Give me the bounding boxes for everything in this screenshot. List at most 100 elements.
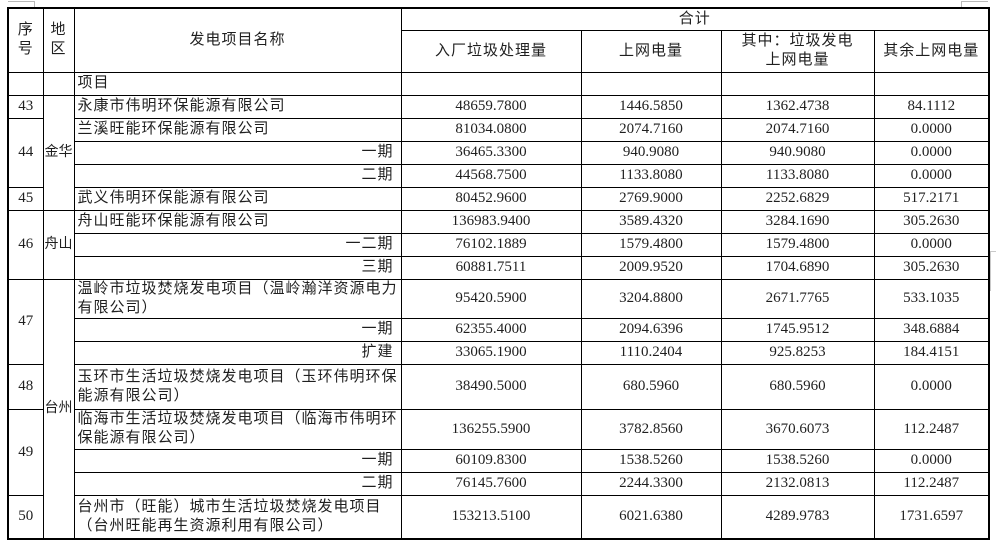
value-cell bbox=[720, 71, 875, 96]
col-header-other-grid: 其余上网电量 bbox=[873, 29, 990, 73]
waste-power-table-container: 序号 地区 发电项目名称 合计 入厂垃圾处理量 上网电量 其中：垃圾发电 上网电… bbox=[7, 7, 991, 540]
value-cell: 1538.5260 bbox=[580, 448, 722, 473]
table-row-46-phase12: 一二期 76102.1889 1579.4800 1579.4800 0.000… bbox=[8, 232, 990, 257]
value-cell: 76102.1889 bbox=[400, 232, 582, 257]
value-cell: 1745.9512 bbox=[720, 317, 875, 342]
table-row-46: 46 舟山 舟山旺能环保能源有限公司 136983.9400 3589.4320… bbox=[7, 209, 990, 280]
value-cell: 136983.9400 bbox=[400, 209, 582, 234]
value-cell: 1133.8080 bbox=[580, 163, 722, 188]
margin-mark-top-left-h bbox=[8, 1, 35, 2]
col-header-total: 合计 bbox=[400, 7, 990, 31]
table-row-49: 49 临海市生活垃圾焚烧发电项目（临海市伟明环保能源有限公司） 136255.5… bbox=[7, 408, 990, 496]
project-name-cell: 温岭市垃圾焚烧发电项目（温岭瀚洋资源电力有限公司） bbox=[73, 278, 402, 319]
table-row-45: 45 武义伟明环保能源有限公司 80452.9600 2769.9000 225… bbox=[7, 186, 990, 211]
table-row-49-phase1: 一期 60109.8300 1538.5260 1538.5260 0.0000 bbox=[8, 448, 990, 473]
project-phase-cell: 一二期 bbox=[73, 232, 402, 257]
value-cell: 3204.8800 bbox=[580, 278, 722, 319]
header-row-1: 序号 地区 发电项目名称 合计 bbox=[7, 7, 990, 73]
value-cell: 2769.9000 bbox=[580, 186, 722, 211]
value-cell: 36465.3300 bbox=[400, 140, 582, 165]
value-cell: 2074.7160 bbox=[720, 117, 875, 142]
value-cell: 2252.6829 bbox=[720, 186, 875, 211]
serial-cell bbox=[7, 71, 44, 96]
value-cell: 305.2630 bbox=[873, 255, 990, 280]
value-cell: 0.0000 bbox=[873, 117, 990, 142]
table-row-46-phase3: 三期 60881.7511 2009.9520 1704.6890 305.26… bbox=[8, 255, 990, 280]
value-cell: 680.5960 bbox=[720, 363, 875, 410]
table-row-50: 50 台州市（旺能）城市生活垃圾焚烧发电项目（台州旺能再生资源利用有限公司） 1… bbox=[7, 494, 990, 540]
col-header-serial: 序号 bbox=[7, 7, 44, 73]
value-cell: 1579.4800 bbox=[580, 232, 722, 257]
project-name-cell: 永康市伟明环保能源有限公司 bbox=[73, 94, 402, 119]
value-cell: 44568.7500 bbox=[400, 163, 582, 188]
value-cell: 184.4151 bbox=[873, 340, 990, 365]
value-cell: 3670.6073 bbox=[720, 408, 875, 450]
region-cell-zhoushan: 舟山 bbox=[42, 209, 75, 280]
col-header-waste-grid-power: 其中：垃圾发电 上网电量 bbox=[720, 29, 875, 73]
region-cell bbox=[42, 71, 75, 96]
project-phase-cell: 三期 bbox=[73, 255, 402, 280]
value-cell: 112.2487 bbox=[873, 471, 990, 496]
value-cell: 2009.9520 bbox=[580, 255, 722, 280]
value-cell bbox=[580, 71, 722, 96]
serial-cell: 48 bbox=[7, 363, 44, 410]
waste-power-generation-table: 序号 地区 发电项目名称 合计 入厂垃圾处理量 上网电量 其中：垃圾发电 上网电… bbox=[7, 7, 991, 540]
value-cell: 0.0000 bbox=[873, 140, 990, 165]
value-cell: 1362.4738 bbox=[720, 94, 875, 119]
project-name-cell: 兰溪旺能环保能源有限公司 bbox=[73, 117, 402, 142]
margin-mark-right-bracket-v bbox=[990, 251, 991, 291]
project-name-cell: 台州市（旺能）城市生活垃圾焚烧发电项目（台州旺能再生资源利用有限公司） bbox=[73, 494, 402, 540]
value-cell: 1133.8080 bbox=[720, 163, 875, 188]
value-cell: 60109.8300 bbox=[400, 448, 582, 473]
value-cell: 1110.2404 bbox=[580, 340, 722, 365]
value-cell: 1704.6890 bbox=[720, 255, 875, 280]
value-cell: 0.0000 bbox=[873, 232, 990, 257]
value-cell: 153213.5100 bbox=[400, 494, 582, 540]
value-cell: 2094.6396 bbox=[580, 317, 722, 342]
value-cell: 0.0000 bbox=[873, 163, 990, 188]
col-header-grid-power: 上网电量 bbox=[580, 29, 722, 73]
value-cell: 60881.7511 bbox=[400, 255, 582, 280]
value-cell: 76145.7600 bbox=[400, 471, 582, 496]
serial-cell: 46 bbox=[7, 209, 44, 280]
value-cell: 0.0000 bbox=[873, 363, 990, 410]
value-cell: 925.8253 bbox=[720, 340, 875, 365]
table-row-43: 43 金华 永康市伟明环保能源有限公司 48659.7800 1446.5850… bbox=[7, 94, 990, 211]
serial-cell: 45 bbox=[7, 186, 44, 211]
value-cell bbox=[873, 71, 990, 96]
project-name-cell: 玉环市生活垃圾焚烧发电项目（玉环伟明环保能源有限公司） bbox=[73, 363, 402, 410]
value-cell: 1731.6597 bbox=[873, 494, 990, 540]
value-cell: 33065.1900 bbox=[400, 340, 582, 365]
table-row-47-expansion: 扩建 33065.1900 1110.2404 925.8253 184.415… bbox=[8, 340, 990, 365]
project-name-cell: 临海市生活垃圾焚烧发电项目（临海市伟明环保能源有限公司） bbox=[73, 408, 402, 450]
value-cell: 81034.0800 bbox=[400, 117, 582, 142]
value-cell: 80452.9600 bbox=[400, 186, 582, 211]
table-row-44-phase1: 一期 36465.3300 940.9080 940.9080 0.0000 bbox=[8, 140, 990, 165]
project-name-cell: 项目 bbox=[73, 71, 402, 96]
col-header-waste-grid-line1: 其中：垃圾发电 bbox=[741, 33, 854, 49]
value-cell: 940.9080 bbox=[580, 140, 722, 165]
table-row-44: 44 兰溪旺能环保能源有限公司 81034.0800 2074.7160 207… bbox=[7, 117, 990, 188]
value-cell: 48659.7800 bbox=[400, 94, 582, 119]
serial-cell: 44 bbox=[7, 117, 44, 188]
project-name-cell: 武义伟明环保能源有限公司 bbox=[73, 186, 402, 211]
value-cell: 62355.4000 bbox=[400, 317, 582, 342]
margin-mark-top-right-h bbox=[961, 1, 988, 2]
project-phase-cell: 一期 bbox=[73, 317, 402, 342]
margin-mark-right-bracket-t bbox=[990, 251, 996, 252]
table-row-44-phase2: 二期 44568.7500 1133.8080 1133.8080 0.0000 bbox=[8, 163, 990, 188]
col-header-region: 地区 bbox=[42, 7, 75, 73]
value-cell: 1538.5260 bbox=[720, 448, 875, 473]
value-cell: 348.6884 bbox=[873, 317, 990, 342]
value-cell: 4289.9783 bbox=[720, 494, 875, 540]
value-cell: 1446.5850 bbox=[580, 94, 722, 119]
region-cell-taizhou: 台州 bbox=[42, 278, 75, 540]
project-name-cell: 舟山旺能环保能源有限公司 bbox=[73, 209, 402, 234]
value-cell: 517.2171 bbox=[873, 186, 990, 211]
value-cell: 2671.7765 bbox=[720, 278, 875, 319]
serial-cell: 43 bbox=[7, 94, 44, 119]
serial-cell: 47 bbox=[7, 278, 44, 365]
header-row-2: 入厂垃圾处理量 上网电量 其中：垃圾发电 上网电量 其余上网电量 bbox=[8, 29, 990, 73]
value-cell: 940.9080 bbox=[720, 140, 875, 165]
margin-mark-top-right-v bbox=[961, 1, 962, 8]
